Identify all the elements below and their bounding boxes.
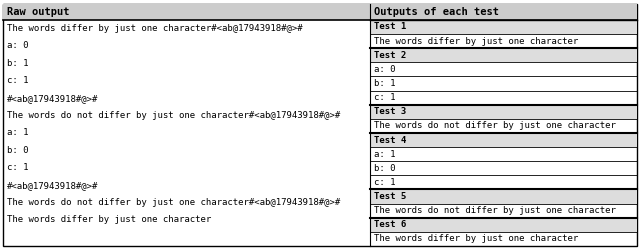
Text: The words do not differ by just one character: The words do not differ by just one char…	[374, 206, 616, 215]
Text: c: 1: c: 1	[374, 178, 396, 187]
Bar	[370, 20, 637, 34]
Text: a: 0: a: 0	[7, 42, 29, 50]
Text: b: 1: b: 1	[374, 79, 396, 88]
Text: Test 3: Test 3	[374, 107, 406, 116]
Bar	[370, 190, 637, 203]
Text: c: 1: c: 1	[374, 93, 396, 102]
Text: Test 2: Test 2	[374, 51, 406, 60]
Text: The words do not differ by just one character#<ab@17943918#@>#: The words do not differ by just one char…	[7, 111, 340, 120]
Bar	[370, 133, 637, 147]
Text: a: 1: a: 1	[374, 150, 396, 159]
Text: b: 0: b: 0	[7, 146, 29, 155]
Text: b: 1: b: 1	[7, 59, 29, 68]
Text: a: 1: a: 1	[7, 128, 29, 138]
Bar	[370, 48, 637, 62]
Text: Test 6: Test 6	[374, 220, 406, 229]
Bar	[370, 105, 637, 119]
Text: The words differ by just one character#<ab@17943918#@>#: The words differ by just one character#<…	[7, 24, 303, 33]
Text: The words do not differ by just one character#<ab@17943918#@>#: The words do not differ by just one char…	[7, 198, 340, 207]
Text: #<ab@17943918#@>#: #<ab@17943918#@>#	[7, 181, 99, 190]
Bar	[370, 218, 637, 232]
Text: The words differ by just one character: The words differ by just one character	[374, 36, 578, 46]
Text: a: 0: a: 0	[374, 65, 396, 74]
Text: Test 4: Test 4	[374, 136, 406, 144]
Text: The words differ by just one character: The words differ by just one character	[374, 234, 578, 244]
Text: Raw output: Raw output	[7, 7, 70, 17]
Text: #<ab@17943918#@>#: #<ab@17943918#@>#	[7, 94, 99, 103]
Text: c: 1: c: 1	[7, 163, 29, 172]
Text: The words differ by just one character: The words differ by just one character	[7, 216, 211, 224]
Text: Test 5: Test 5	[374, 192, 406, 201]
Text: Outputs of each test: Outputs of each test	[374, 7, 499, 17]
Text: The words do not differ by just one character: The words do not differ by just one char…	[374, 122, 616, 130]
Text: Test 1: Test 1	[374, 22, 406, 32]
Bar	[3, 4, 637, 20]
Text: b: 0: b: 0	[374, 164, 396, 173]
Text: c: 1: c: 1	[7, 76, 29, 85]
